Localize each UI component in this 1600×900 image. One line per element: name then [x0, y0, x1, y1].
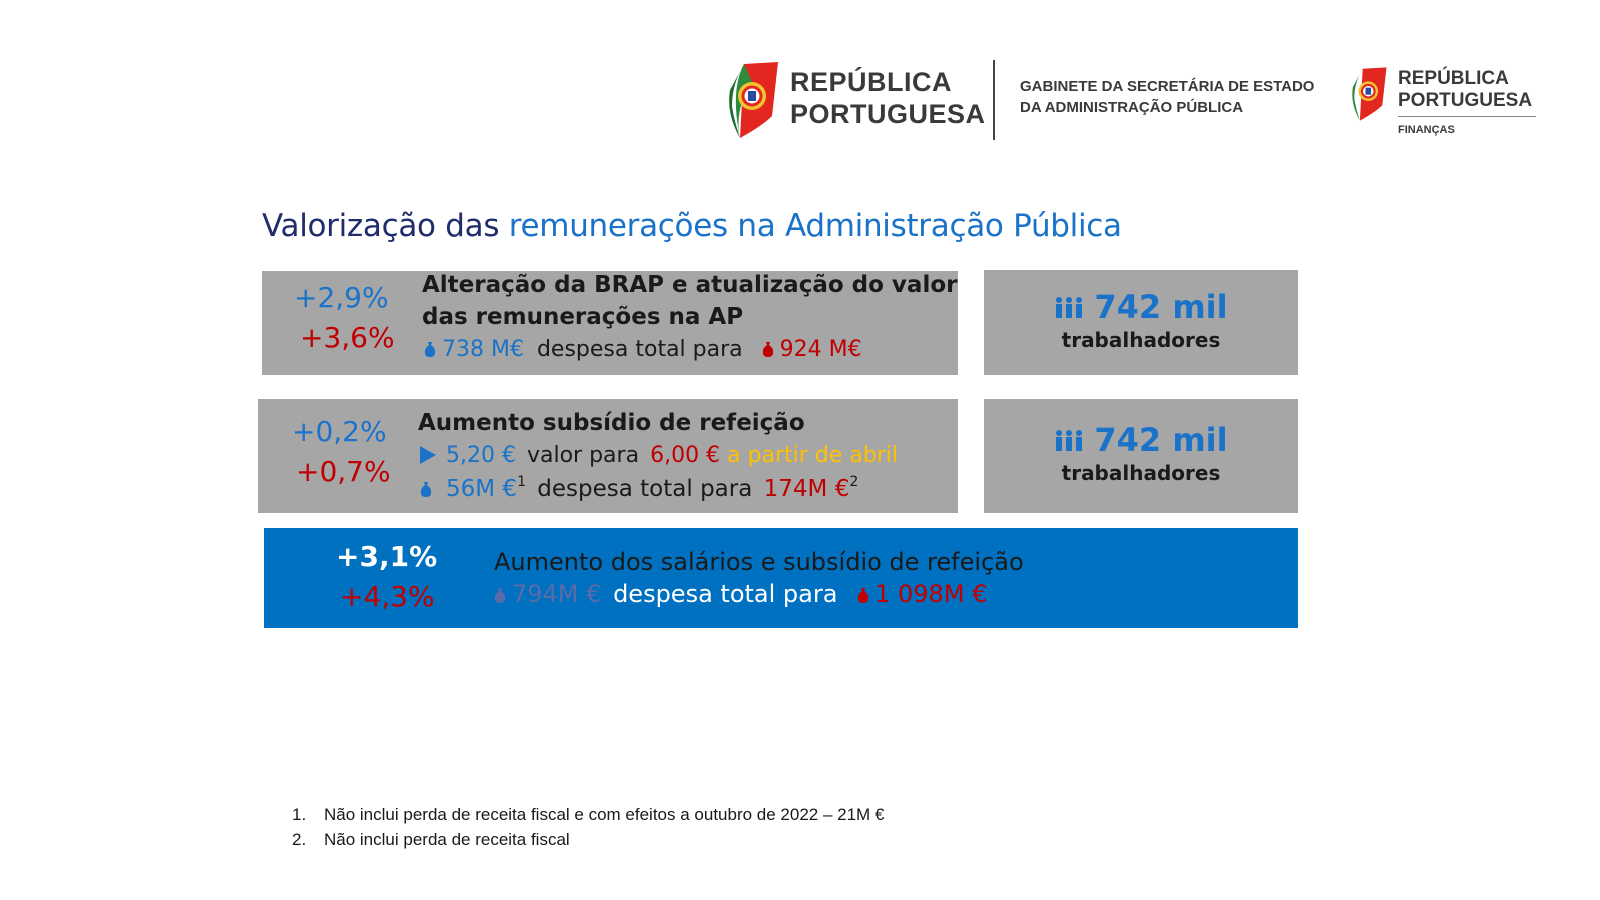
workers-box-2: 742 mil trabalhadores [984, 399, 1298, 513]
meal-box: +0,2% +0,7% Aumento subsídio de refeição… [258, 399, 958, 513]
people-icon [1056, 430, 1083, 451]
title-part1: Valorização das [262, 208, 500, 244]
people-icon [1056, 297, 1083, 318]
money-bag-icon [494, 588, 506, 603]
logo1-text: REPÚBLICA PORTUGUESA [790, 67, 986, 129]
total-pct-red: +4,3% [340, 580, 435, 613]
meal-cost-line: 56M €1 despesa total para 174M €2 [420, 474, 858, 502]
republica-portuguesa-logo-icon [729, 62, 778, 138]
workers-count-1: 742 mil [984, 288, 1298, 326]
footnote-2: 2. Não inclui perda de receita fiscal [292, 830, 570, 849]
meal-heading: Aumento subsídio de refeição [418, 410, 805, 436]
money-bag-icon [424, 342, 436, 357]
money-bag-icon [762, 342, 773, 357]
total-box: +3,1% +4,3% Aumento dos salários e subsí… [264, 528, 1298, 628]
play-arrow-icon [420, 446, 436, 464]
workers-label-2: trabalhadores [1061, 461, 1221, 485]
page-title: Valorização das remunerações na Administ… [262, 208, 1122, 244]
republica-portuguesa-financas-logo-icon [1352, 67, 1387, 121]
brap-cost-line: 738 M€ despesa total para 924 M€ [424, 337, 862, 362]
total-heading: Aumento dos salários e subsídio de refei… [494, 548, 1024, 576]
logo2-text: REPÚBLICA PORTUGUESA [1398, 68, 1533, 111]
total-cost-line: 794M € despesa total para 1 098M € [494, 580, 987, 608]
workers-box-1: 742 mil trabalhadores [984, 270, 1298, 375]
meal-pct-red: +0,7% [296, 455, 391, 488]
footnotes: 1. Não inclui perda de receita fiscal e c… [292, 802, 884, 852]
title-part2: remunerações na Administração Pública [508, 208, 1122, 244]
logo2-subtitle: FINANÇAS [1398, 124, 1455, 136]
gabinete-text: GABINETE DA SECRETÁRIA DE ESTADO DA ADMI… [1020, 78, 1315, 116]
meal-value-line: 5,20 € valor para 6,00 € a partir de abr… [420, 443, 898, 468]
total-pct-white: +3,1% [336, 540, 438, 573]
logo-separator [993, 60, 995, 140]
brap-pct-blue: +2,9% [294, 281, 389, 314]
workers-count-2: 742 mil [984, 421, 1298, 459]
brap-box: +2,9% +3,6% Alteração da BRAP e atualiza… [262, 271, 958, 375]
money-bag-icon [857, 588, 869, 603]
brap-pct-red: +3,6% [300, 321, 395, 354]
footnote-1: 1. Não inclui perda de receita fiscal e c… [292, 805, 885, 824]
meal-pct-blue: +0,2% [292, 415, 387, 448]
logo2-divider [1398, 116, 1536, 117]
workers-label-1: trabalhadores [1061, 328, 1221, 352]
brap-heading: Alteração da BRAP e atualização do valor… [422, 272, 958, 330]
money-bag-icon [420, 482, 432, 497]
